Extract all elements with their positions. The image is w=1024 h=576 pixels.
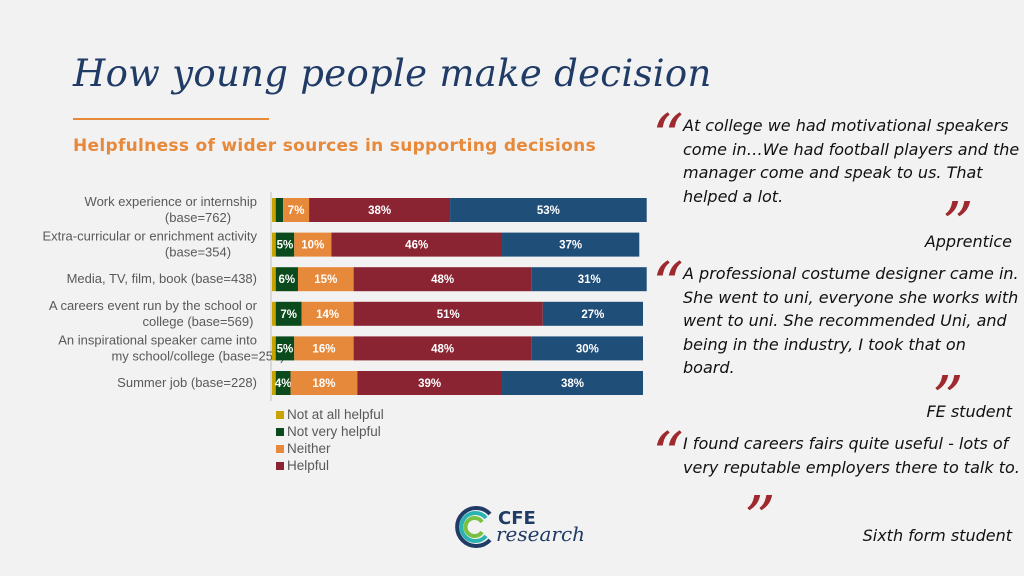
bar-helpful xyxy=(353,301,543,326)
page-title: How young people make decision xyxy=(73,52,712,95)
bar-very-helpful xyxy=(531,336,643,361)
legend-label: Helpful xyxy=(287,458,330,473)
category-label: Extra-curricular or enrichment activity(… xyxy=(42,229,257,260)
data-label: 18% xyxy=(312,378,335,390)
bar-not-very-helpful xyxy=(275,267,298,292)
open-quote-mark: “ xyxy=(652,248,684,321)
bar-not-at-all-helpful xyxy=(272,267,276,292)
bar-neither xyxy=(297,267,354,292)
close-quote-mark: ” xyxy=(942,188,974,261)
legend-item-not-very-helpful: Not very helpful xyxy=(276,423,384,440)
quote-text: At college we had motivational speakers … xyxy=(683,116,1020,206)
data-label: 39% xyxy=(418,378,441,390)
category-label: Work experience or internship (base=762) xyxy=(85,194,257,225)
bar-very-helpful xyxy=(542,301,643,326)
bar-helpful xyxy=(331,232,503,257)
title-underline xyxy=(73,118,269,120)
stacked-bar-chart: Work experience or internship (base=762) 7… xyxy=(42,192,647,401)
legend-item-helpful: Helpful xyxy=(276,457,384,474)
category-label: Media, TV, film, book (base=438) xyxy=(67,271,257,286)
legend-label: Not very helpful xyxy=(287,424,381,439)
legend-swatch xyxy=(276,427,284,436)
legend-label: Not at all helpful xyxy=(287,407,384,422)
bar-not-at-all-helpful xyxy=(272,232,276,257)
bar-not-at-all-helpful xyxy=(272,371,276,395)
bar-not-at-all-helpful xyxy=(272,198,276,222)
close-quote-mark: ” xyxy=(744,482,776,555)
legend-label: Neither xyxy=(287,441,331,456)
data-label: 5% xyxy=(277,240,294,252)
bar-very-helpful xyxy=(450,198,647,222)
bar-neither xyxy=(283,198,310,222)
data-label: 10% xyxy=(301,240,324,252)
data-label: 30% xyxy=(576,343,599,355)
data-label: 27% xyxy=(581,309,604,321)
bar-not-very-helpful xyxy=(275,336,295,361)
category-label: Summer job (base=228) xyxy=(117,375,257,390)
bar-not-at-all-helpful xyxy=(272,336,276,361)
category-label: A careers event run by the school or coll… xyxy=(49,298,258,329)
legend-swatch xyxy=(276,461,284,470)
legend-swatch xyxy=(276,410,284,419)
open-quote-mark: “ xyxy=(652,418,684,491)
data-label: 7% xyxy=(288,205,305,217)
bar-not-at-all-helpful xyxy=(272,301,276,326)
category-label: An inspirational speaker came into my sch… xyxy=(58,332,284,363)
bar-helpful xyxy=(353,267,532,292)
data-label: 7% xyxy=(280,309,297,321)
quote-apprentice: “ At college we had motivational speaker… xyxy=(652,106,1020,261)
bar-not-very-helpful xyxy=(275,371,291,395)
bar-very-helpful xyxy=(502,232,640,257)
data-label: 15% xyxy=(314,274,337,286)
data-label: 38% xyxy=(561,378,584,390)
quote-source: FE student xyxy=(926,402,1012,421)
logo-text-cfe: CFE xyxy=(498,508,536,529)
quote-sixth-form: “ I found careers fairs quite useful - l… xyxy=(652,424,1020,555)
quote-source: Sixth form student xyxy=(862,526,1012,545)
data-label: 5% xyxy=(277,343,294,355)
quote-text: A professional costume designer came in.… xyxy=(683,264,1019,377)
bar-very-helpful xyxy=(531,267,647,292)
data-label: 6% xyxy=(279,274,296,286)
bar-helpful xyxy=(309,198,451,222)
logo-mark xyxy=(455,506,492,548)
open-quote-mark: “ xyxy=(652,100,684,173)
close-quote-mark: ” xyxy=(932,362,964,435)
data-label: 53% xyxy=(537,205,560,217)
chart-subtitle: Helpfulness of wider sources in supporti… xyxy=(73,136,596,156)
bar-not-very-helpful xyxy=(275,301,302,326)
data-label: 46% xyxy=(405,240,428,252)
legend-swatch xyxy=(276,444,284,453)
data-label: 51% xyxy=(437,309,460,321)
data-label: 48% xyxy=(431,274,454,286)
data-label: 31% xyxy=(578,274,601,286)
logo-text-research: research xyxy=(496,522,586,546)
data-label: 38% xyxy=(368,205,391,217)
quote-text: I found careers fairs quite useful - lot… xyxy=(683,434,1020,477)
data-label: 48% xyxy=(431,343,454,355)
bar-neither xyxy=(294,336,354,361)
bar-not-very-helpful xyxy=(275,232,295,257)
data-label: 16% xyxy=(312,343,335,355)
legend-item-not-at-all-helpful: Not at all helpful xyxy=(276,406,384,423)
bar-neither xyxy=(294,232,332,257)
quote-fe-student: “ A professional costume designer came i… xyxy=(652,254,1020,435)
chart-legend: Not at all helpful Not very helpful Neit… xyxy=(276,406,384,474)
data-label: 37% xyxy=(559,240,582,252)
cfe-research-logo: CFE research xyxy=(452,502,592,558)
bar-not-very-helpful xyxy=(275,198,284,222)
bar-very-helpful xyxy=(502,371,643,395)
data-label: 4% xyxy=(275,378,292,390)
bar-neither xyxy=(301,301,354,326)
data-label: 14% xyxy=(316,309,339,321)
bar-helpful xyxy=(357,371,503,395)
bar-neither xyxy=(290,371,358,395)
quote-source: Apprentice xyxy=(924,232,1012,251)
legend-item-neither: Neither xyxy=(276,440,384,457)
bar-helpful xyxy=(353,336,532,361)
